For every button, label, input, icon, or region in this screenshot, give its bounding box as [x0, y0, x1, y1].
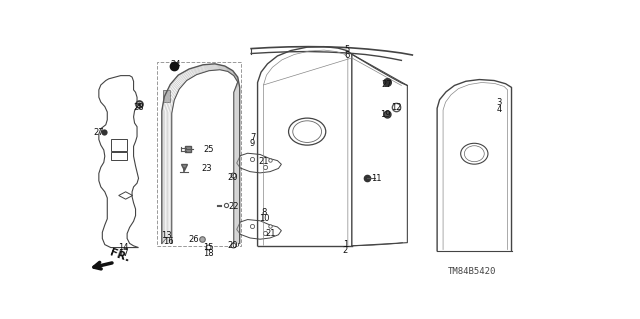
- Text: 28: 28: [133, 102, 144, 112]
- Text: 4: 4: [497, 105, 502, 114]
- Text: 20: 20: [227, 173, 238, 182]
- Polygon shape: [163, 90, 170, 102]
- Text: 6: 6: [344, 51, 349, 60]
- Text: 19: 19: [380, 110, 390, 119]
- Text: 7: 7: [250, 132, 255, 142]
- Text: TM84B5420: TM84B5420: [447, 267, 496, 276]
- Text: FR.: FR.: [108, 248, 131, 264]
- Text: 24: 24: [170, 60, 180, 69]
- Text: 27: 27: [93, 128, 104, 137]
- Text: 5: 5: [344, 45, 349, 54]
- Text: 11: 11: [371, 174, 382, 183]
- Text: 26: 26: [189, 235, 200, 244]
- Text: 22: 22: [228, 202, 239, 211]
- Text: 1: 1: [343, 240, 348, 249]
- Text: 21: 21: [259, 157, 269, 166]
- Text: 27: 27: [381, 80, 392, 89]
- Text: 18: 18: [203, 249, 213, 258]
- Text: 3: 3: [497, 98, 502, 107]
- Text: 25: 25: [204, 145, 214, 154]
- Text: 23: 23: [201, 165, 212, 174]
- Text: 17: 17: [118, 249, 129, 258]
- Text: 16: 16: [163, 237, 173, 246]
- Text: 9: 9: [250, 139, 255, 148]
- Text: 12: 12: [391, 102, 402, 112]
- Text: 14: 14: [118, 243, 129, 252]
- Text: 13: 13: [161, 231, 172, 240]
- Text: 15: 15: [203, 243, 213, 252]
- Text: 20: 20: [227, 241, 238, 249]
- Text: 8: 8: [262, 208, 267, 217]
- Text: 21: 21: [266, 229, 276, 238]
- Text: 2: 2: [343, 246, 348, 255]
- Text: 10: 10: [259, 214, 270, 223]
